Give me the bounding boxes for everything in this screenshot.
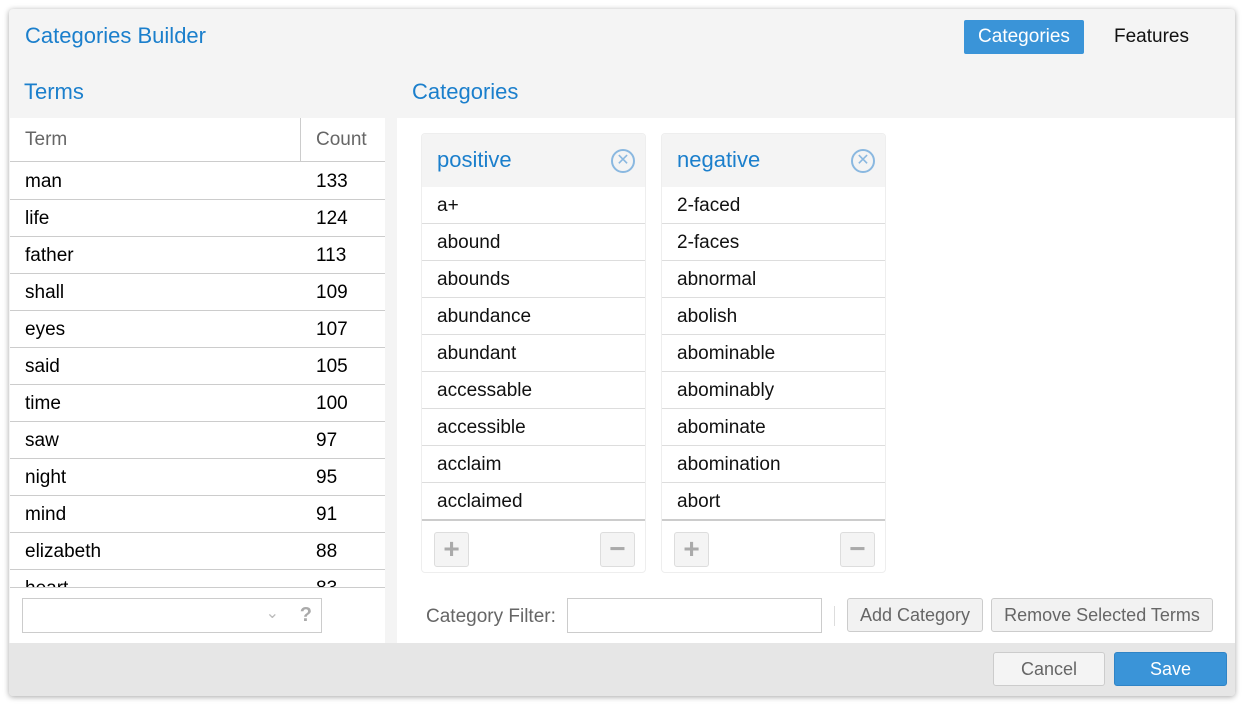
chevron-down-icon[interactable]: ⌄	[265, 605, 279, 622]
list-item[interactable]: abound	[422, 224, 645, 261]
term-cell: shall	[25, 282, 65, 303]
column-header-count[interactable]: Count	[301, 118, 385, 162]
list-item[interactable]: accessable	[422, 372, 645, 409]
term-cell: elizabeth	[25, 541, 102, 562]
list-item[interactable]: abort	[662, 483, 885, 519]
count-cell: 113	[316, 245, 347, 266]
remove-term-button[interactable]: −	[600, 532, 635, 567]
dialog-footer: Cancel Save	[9, 643, 1235, 696]
tab-categories[interactable]: Categories	[964, 20, 1084, 54]
count-cell: 124	[316, 208, 348, 229]
term-cell: time	[25, 393, 61, 414]
remove-selected-terms-button[interactable]: Remove Selected Terms	[991, 598, 1213, 632]
list-item[interactable]: abounds	[422, 261, 645, 298]
table-row[interactable]: life 124	[10, 200, 385, 237]
remove-category-icon[interactable]: ✕	[851, 149, 875, 173]
list-item[interactable]: abominate	[662, 409, 885, 446]
cancel-button[interactable]: Cancel	[993, 652, 1105, 686]
categories-panel: positive ✕ a+ abound abounds abundance abundan…	[397, 118, 1235, 643]
category-terms-list[interactable]: a+ abound abounds abundance abundant accessab…	[422, 187, 645, 521]
list-item[interactable]: 2-faces	[662, 224, 885, 261]
table-row[interactable]: father 113	[10, 237, 385, 274]
table-row[interactable]: elizabeth 88	[10, 533, 385, 570]
category-header: positive ✕	[422, 134, 645, 187]
term-cell: said	[25, 356, 60, 377]
add-term-button[interactable]: +	[434, 532, 469, 567]
table-row[interactable]: heart 83	[10, 570, 385, 587]
terms-filter-combobox[interactable]: ⌄ ?	[22, 598, 322, 633]
term-cell: eyes	[25, 319, 66, 340]
category-card-positive: positive ✕ a+ abound abounds abundance abundan…	[421, 133, 646, 573]
term-cell: life	[25, 208, 50, 229]
count-cell: 109	[316, 282, 348, 303]
list-item[interactable]: accessible	[422, 409, 645, 446]
count-cell: 107	[316, 319, 348, 340]
category-header: negative ✕	[662, 134, 885, 187]
category-filter-label: Category Filter:	[426, 606, 556, 627]
category-terms-list[interactable]: 2-faced 2-faces abnormal abolish abominable a…	[662, 187, 885, 521]
count-cell: 100	[316, 393, 348, 414]
term-cell: father	[25, 245, 74, 266]
save-button[interactable]: Save	[1114, 652, 1227, 686]
list-item[interactable]: a+	[422, 187, 645, 224]
help-icon[interactable]: ?	[299, 604, 312, 626]
table-row[interactable]: mind 91	[10, 496, 385, 533]
terms-list[interactable]: man 133 life 124 father 113 shall 109 eyes 107 sai…	[10, 163, 385, 588]
term-cell: night	[25, 467, 67, 488]
category-name: positive	[437, 147, 512, 172]
remove-term-button[interactable]: −	[840, 532, 875, 567]
list-item[interactable]: abominably	[662, 372, 885, 409]
terms-title: Terms	[24, 79, 84, 104]
table-row[interactable]: man 133	[10, 163, 385, 200]
categories-builder-dialog: Categories Builder Categories Features T…	[9, 9, 1235, 696]
count-cell: 97	[316, 430, 338, 451]
terms-panel: Term Count man 133 life 124 father 113 shall 10…	[10, 118, 385, 643]
table-row[interactable]: shall 109	[10, 274, 385, 311]
list-item[interactable]: abolish	[662, 298, 885, 335]
categories-title: Categories	[412, 79, 519, 104]
column-header-term[interactable]: Term	[10, 118, 301, 162]
table-row[interactable]: time 100	[10, 385, 385, 422]
count-cell: 105	[316, 356, 348, 377]
count-cell: 83	[316, 570, 337, 587]
table-row[interactable]: saw 97	[10, 422, 385, 459]
list-item[interactable]: abominable	[662, 335, 885, 372]
count-cell: 88	[316, 541, 338, 562]
table-row[interactable]: eyes 107	[10, 311, 385, 348]
category-card-negative: negative ✕ 2-faced 2-faces abnormal abolish ab…	[661, 133, 886, 573]
list-item[interactable]: acclaim	[422, 446, 645, 483]
list-item[interactable]: abundance	[422, 298, 645, 335]
count-cell: 95	[316, 467, 338, 488]
list-item[interactable]: 2-faced	[662, 187, 885, 224]
toolbar-separator	[834, 606, 835, 626]
term-cell: man	[25, 171, 62, 192]
category-name: negative	[677, 147, 761, 172]
list-item[interactable]: abundant	[422, 335, 645, 372]
remove-category-icon[interactable]: ✕	[611, 149, 635, 173]
add-category-button[interactable]: Add Category	[847, 598, 983, 632]
term-cell: heart	[25, 570, 68, 587]
table-row[interactable]: said 105	[10, 348, 385, 385]
list-item[interactable]: abomination	[662, 446, 885, 483]
list-item[interactable]: acclaimed	[422, 483, 645, 519]
count-cell: 91	[316, 504, 338, 525]
add-term-button[interactable]: +	[674, 532, 709, 567]
dialog-title: Categories Builder	[25, 23, 206, 48]
list-item[interactable]: abnormal	[662, 261, 885, 298]
category-filter-input[interactable]	[567, 598, 822, 633]
tab-features[interactable]: Features	[1114, 26, 1189, 47]
term-cell: mind	[25, 504, 67, 525]
term-cell: saw	[25, 430, 59, 451]
count-cell: 133	[316, 171, 348, 192]
table-row[interactable]: night 95	[10, 459, 385, 496]
